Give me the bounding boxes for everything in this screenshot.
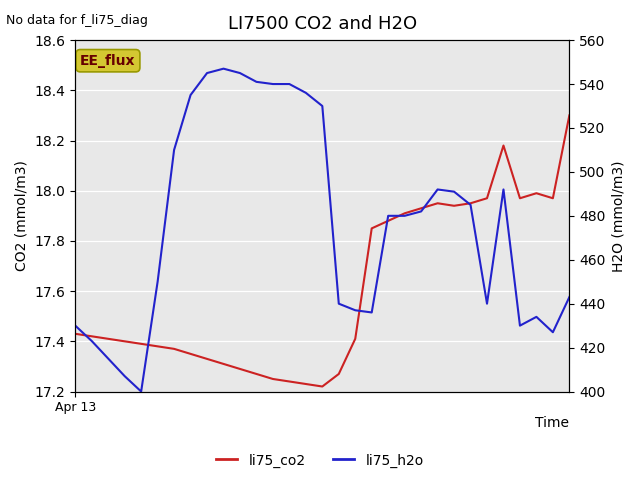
Text: Time: Time xyxy=(535,416,570,430)
Y-axis label: H2O (mmol/m3): H2O (mmol/m3) xyxy=(611,160,625,272)
Y-axis label: CO2 (mmol/m3): CO2 (mmol/m3) xyxy=(15,160,29,271)
Text: No data for f_li75_diag: No data for f_li75_diag xyxy=(6,14,148,27)
Legend: li75_co2, li75_h2o: li75_co2, li75_h2o xyxy=(211,448,429,473)
Text: EE_flux: EE_flux xyxy=(80,54,136,68)
Title: LI7500 CO2 and H2O: LI7500 CO2 and H2O xyxy=(228,15,417,33)
